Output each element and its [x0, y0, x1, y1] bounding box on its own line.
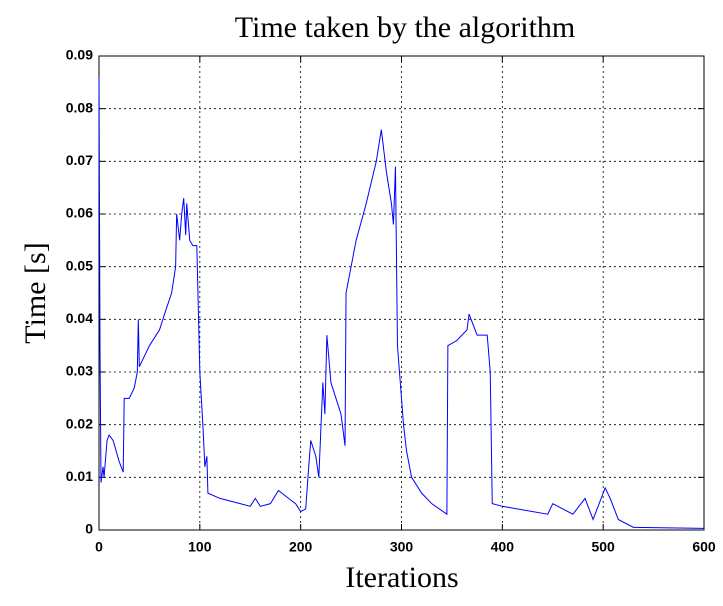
- y-tick-label: 0.01: [66, 468, 93, 484]
- x-tick-label: 400: [491, 539, 515, 555]
- y-tick-label: 0.08: [66, 99, 93, 115]
- axes-frame: [98, 55, 705, 531]
- x-tick-label: 0: [95, 539, 103, 555]
- x-axis-label: Iterations: [345, 561, 458, 594]
- y-tick-label: 0.07: [66, 152, 93, 168]
- y-tick-label: 0.03: [66, 363, 93, 379]
- y-tick-label: 0: [85, 521, 93, 537]
- y-tick-label: 0.05: [66, 257, 93, 273]
- y-tick-label: 0.06: [66, 205, 93, 221]
- y-tick-label: 0.04: [66, 310, 93, 326]
- x-tick-label: 100: [188, 539, 212, 555]
- x-tick-label: 300: [390, 539, 414, 555]
- chart-title: Time taken by the algorithm: [235, 11, 576, 44]
- y-tick-label: 0.09: [66, 47, 93, 63]
- x-tick-label: 600: [692, 539, 716, 555]
- x-tick-label: 500: [591, 539, 615, 555]
- y-axis-label: Time [s]: [19, 242, 52, 343]
- x-tick-label: 200: [289, 539, 313, 555]
- data-line: [98, 77, 705, 529]
- y-tick-label: 0.02: [66, 415, 93, 431]
